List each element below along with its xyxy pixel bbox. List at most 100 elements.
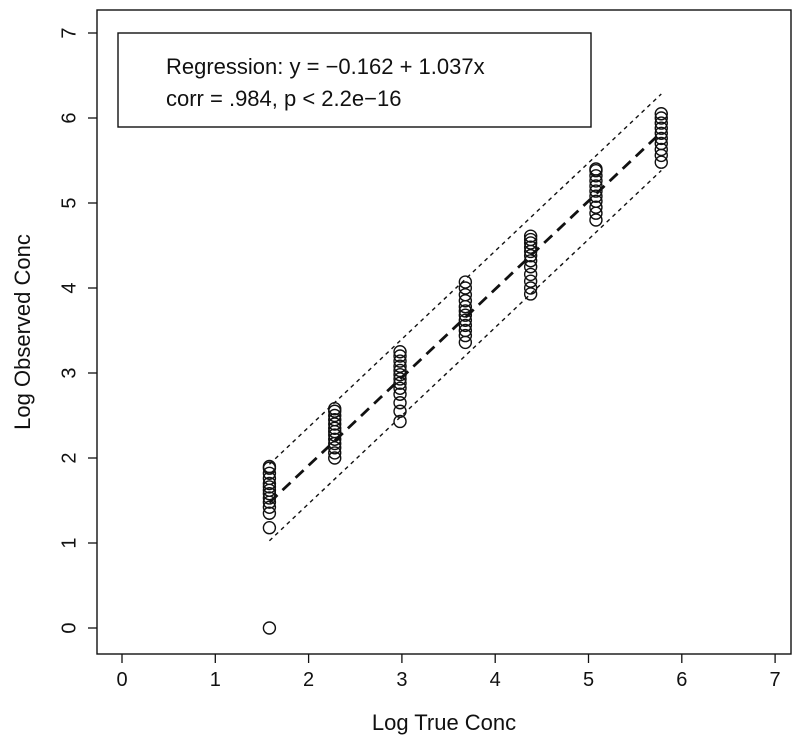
data-point: [589, 179, 603, 193]
data-point: [393, 376, 407, 390]
data-point: [589, 213, 603, 227]
data-point: [654, 107, 668, 121]
data-point: [393, 349, 407, 363]
x-tick-label: 7: [770, 669, 781, 691]
data-point: [262, 480, 277, 494]
data-point: [654, 155, 668, 169]
data-point: [458, 275, 473, 289]
data-point: [654, 126, 668, 141]
data-point: [654, 142, 668, 157]
x-tick-label: 0: [116, 669, 127, 691]
data-point: [589, 169, 603, 183]
x-tick-label: 3: [396, 669, 407, 691]
data-point: [654, 131, 668, 146]
data-point: [262, 476, 277, 491]
data-point: [523, 236, 538, 250]
data-point: [523, 267, 538, 282]
data-point: [328, 402, 342, 416]
data-point: [262, 621, 277, 635]
y-tick-label: 2: [58, 452, 80, 463]
data-point: [328, 432, 342, 446]
data-point: [523, 248, 538, 263]
x-tick-label: 1: [210, 669, 221, 691]
data-point: [458, 308, 473, 322]
data-point: [393, 354, 407, 368]
data-point: [654, 116, 668, 130]
data-point: [262, 466, 277, 480]
x-axis: 0 1 2 3 4 5 6 7: [116, 654, 781, 691]
x-tick-label: 6: [676, 669, 687, 691]
data-point: [393, 414, 407, 429]
x-axis-title: Log True Conc: [372, 710, 516, 735]
data-point: [458, 335, 473, 350]
y-tick-label: 1: [58, 537, 80, 548]
data-point: [523, 274, 538, 288]
data-point: [393, 396, 407, 410]
data-point: [393, 387, 407, 401]
data-point: [523, 232, 538, 247]
regression-annotation: Regression: y = −0.162 + 1.037x: [166, 54, 485, 79]
data-point: [523, 254, 538, 268]
data-point: [328, 421, 342, 435]
y-tick-label: 3: [58, 367, 80, 378]
data-point: [523, 287, 538, 301]
data-point: [654, 111, 668, 125]
data-points: [262, 107, 668, 635]
data-point: [262, 506, 277, 520]
y-tick-label: 6: [58, 112, 80, 123]
data-point: [458, 328, 473, 343]
lower-band-line: [268, 170, 662, 542]
data-point: [328, 417, 342, 431]
data-point: [393, 381, 407, 395]
data-point: [523, 229, 538, 243]
x-tick-label: 4: [490, 669, 501, 691]
data-point: [654, 136, 668, 151]
data-point: [328, 441, 342, 455]
plot-frame: [96, 9, 792, 655]
data-point: [262, 491, 277, 505]
data-point: [393, 345, 407, 359]
y-tick-label: 7: [58, 27, 80, 38]
data-point: [589, 194, 603, 209]
data-point: [262, 459, 277, 474]
data-point: [328, 413, 342, 427]
data-point: [328, 408, 342, 423]
data-point: [458, 323, 473, 338]
data-point: [589, 162, 603, 176]
legend-frame: [117, 32, 592, 128]
data-point: [523, 281, 538, 295]
data-point: [328, 446, 342, 460]
y-tick-label: 4: [58, 282, 80, 293]
data-point: [654, 121, 668, 135]
correlation-annotation: corr = .984, p < 2.2e−16: [166, 86, 401, 111]
data-point: [458, 313, 473, 327]
data-point: [458, 318, 473, 333]
y-axis: 0 1 2 3 4 5 6 7: [58, 27, 97, 634]
data-point: [393, 359, 407, 373]
y-tick-label: 5: [58, 197, 80, 208]
data-point: [328, 451, 342, 465]
y-tick-label: 0: [58, 622, 80, 633]
data-point: [393, 368, 407, 382]
y-axis-title: Log Observed Conc: [10, 234, 35, 430]
data-point: [458, 288, 473, 302]
data-point: [262, 487, 277, 501]
data-point: [262, 500, 277, 514]
data-point: [523, 260, 538, 274]
x-tick-label: 5: [583, 669, 594, 691]
data-point: [393, 372, 407, 386]
data-point: [458, 281, 473, 295]
data-point: [393, 404, 407, 418]
data-point: [393, 363, 407, 378]
data-point: [589, 189, 603, 203]
data-point: [589, 200, 603, 214]
data-point: [458, 294, 473, 308]
data-point: [328, 428, 342, 442]
x-tick-label: 2: [303, 669, 314, 691]
data-point: [458, 304, 473, 318]
data-point: [262, 521, 277, 535]
data-point: [523, 240, 538, 254]
data-point: [589, 184, 603, 198]
legend-box: Regression: y = −0.162 + 1.037x corr = .…: [117, 32, 592, 128]
